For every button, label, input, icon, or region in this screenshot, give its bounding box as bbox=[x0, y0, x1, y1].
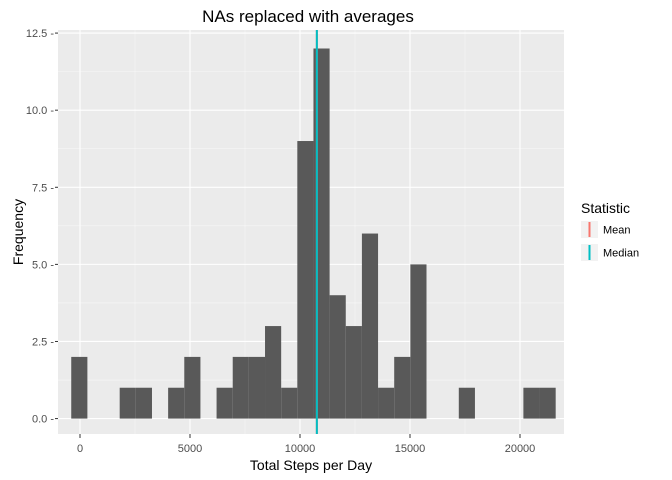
histogram-bar bbox=[361, 233, 379, 419]
y-tick-label: 0.0 - bbox=[32, 414, 54, 426]
y-axis: 0.0 - 2.5 - 5.0 - 7.5 - 10.0 - 12.5 - bbox=[26, 28, 58, 426]
histogram-bar bbox=[265, 326, 282, 419]
histogram-bar bbox=[539, 387, 556, 419]
histogram-bar bbox=[71, 356, 88, 419]
y-tick-label: 5.0 - bbox=[32, 259, 54, 271]
histogram-bar bbox=[458, 387, 475, 419]
y-axis-title: Frequency bbox=[10, 199, 26, 265]
x-tick-label: 20000 bbox=[505, 443, 536, 455]
histogram-bar bbox=[216, 387, 233, 419]
y-tick-label: 12.5 - bbox=[26, 28, 54, 40]
y-tick-label: 2.5 - bbox=[32, 336, 54, 348]
x-axis: 0 5000 10000 15000 20000 bbox=[77, 434, 535, 455]
legend-label-median: Median bbox=[603, 248, 639, 260]
histogram-bar bbox=[232, 356, 249, 419]
x-tick-label: 10000 bbox=[285, 443, 316, 455]
histogram-bars bbox=[71, 48, 556, 419]
histogram-bar bbox=[281, 387, 298, 419]
legend-title: Statistic bbox=[581, 200, 630, 216]
legend: Statistic Mean Median bbox=[581, 200, 639, 261]
histogram-bar bbox=[329, 295, 346, 419]
histogram-bar bbox=[184, 356, 201, 419]
histogram-bar bbox=[119, 387, 136, 419]
histogram-bar bbox=[410, 264, 427, 419]
y-tick-label: 7.5 - bbox=[32, 182, 54, 194]
histogram-bar bbox=[378, 387, 395, 419]
histogram-bar bbox=[297, 141, 314, 419]
x-axis-title: Total Steps per Day bbox=[250, 457, 372, 473]
histogram-bar bbox=[168, 387, 185, 419]
histogram-bar bbox=[248, 356, 266, 419]
legend-label-mean: Mean bbox=[603, 225, 631, 237]
y-tick-label: 10.0 - bbox=[26, 105, 54, 117]
chart-title: NAs replaced with averages bbox=[202, 7, 414, 26]
x-tick-label: 0 bbox=[77, 443, 83, 455]
histogram-bar bbox=[394, 356, 411, 419]
histogram-bar bbox=[135, 387, 152, 419]
histogram-bar bbox=[345, 326, 362, 419]
histogram-bar bbox=[523, 387, 540, 419]
x-tick-label: 15000 bbox=[395, 443, 426, 455]
x-tick-label: 5000 bbox=[178, 443, 202, 455]
